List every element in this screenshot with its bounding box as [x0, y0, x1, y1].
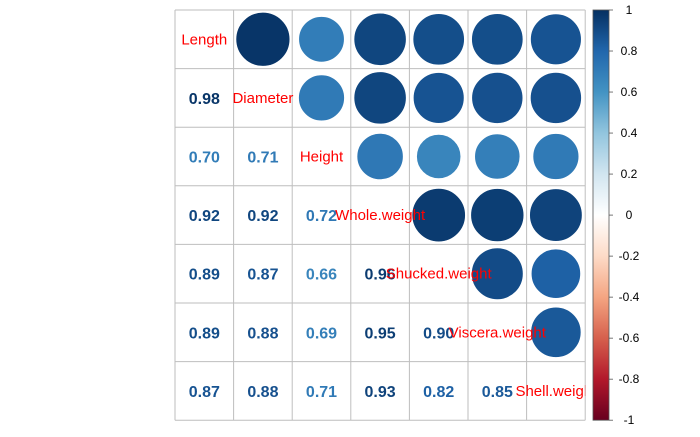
correlation-circle: [416, 133, 462, 180]
colorbar-tick-label: -1: [624, 413, 635, 427]
correlation-circle: [471, 13, 524, 66]
correlation-circle: [532, 133, 580, 180]
correlation-circle: [470, 188, 525, 243]
correlation-circle: [411, 187, 466, 243]
correlation-circle: [530, 13, 582, 66]
correlation-value-label: 0.88: [247, 325, 278, 342]
correlation-value-label: 0.70: [189, 150, 220, 167]
colorbar: [592, 9, 610, 421]
correlation-circle: [412, 72, 465, 124]
variable-label: Diameter: [232, 90, 293, 107]
correlation-value-label: 0.82: [423, 384, 454, 401]
correlation-value-label: 0.66: [306, 267, 337, 284]
colorbar-tick-label: 0: [626, 208, 633, 222]
correlation-value-label: 0.87: [189, 384, 220, 401]
correlation-circle: [298, 74, 345, 122]
correlation-circle: [235, 11, 291, 67]
correlation-value-label: 0.87: [247, 267, 278, 284]
correlation-value-label: 0.92: [189, 208, 220, 225]
correlation-circle: [474, 133, 521, 180]
colorbar-tick-label: 0.6: [621, 85, 638, 99]
correlation-circle: [471, 247, 524, 300]
correlation-value-label: 0.72: [306, 208, 337, 225]
correlation-value-label: 0.69: [306, 325, 337, 342]
correlation-circle: [356, 132, 404, 181]
variable-label: Length: [181, 31, 227, 48]
correlation-value-label: 0.90: [423, 325, 454, 342]
variable-label: Shucked.weight: [386, 266, 493, 283]
colorbar-tick-label: 1: [626, 3, 633, 17]
correlation-value-label: 0.71: [247, 150, 278, 167]
correlation-value-label: 0.89: [189, 267, 220, 284]
variable-label: Viscera.weight: [449, 324, 547, 341]
correlation-circle: [530, 248, 582, 299]
correlation-circle: [529, 188, 583, 242]
correlation-value-label: 0.98: [189, 91, 220, 108]
colorbar-tick-label: -0.4: [619, 290, 640, 304]
colorbar-tick-label: -0.2: [619, 249, 640, 263]
correlation-circle: [529, 71, 582, 124]
colorbar-tick-label: 0.8: [621, 44, 638, 58]
correlation-circle: [471, 71, 524, 124]
variable-label: Whole.weight: [335, 207, 426, 224]
correlation-value-label: 0.95: [365, 325, 396, 342]
variable-label: Height: [300, 149, 344, 166]
correlation-circle: [298, 16, 345, 63]
colorbar-tick-label: 0.4: [621, 126, 638, 140]
correlation-circle: [353, 71, 407, 125]
colorbar-tick-label: -0.8: [619, 372, 640, 386]
correlation-value-label: 0.96: [365, 267, 396, 284]
correlation-value-label: 0.93: [365, 384, 396, 401]
colorbar-tick-label: -0.6: [619, 331, 640, 345]
diagonal-labels: Length Diameter Height Whole.weight Shucked.…: [181, 31, 597, 400]
variable-label: Shell.weight: [515, 383, 597, 400]
correlation-value-label: 0.71: [306, 384, 337, 401]
correlation-circle: [353, 12, 407, 66]
correlation-value-label: 0.88: [247, 384, 278, 401]
colorbar-tick-label: 0.2: [621, 167, 638, 181]
correlation-value-label: 0.85: [482, 384, 513, 401]
correlation-circle: [412, 13, 465, 66]
correlation-value-label: 0.92: [247, 208, 278, 225]
correlation-value-label: 0.89: [189, 325, 220, 342]
correlation-circle: [530, 306, 582, 358]
